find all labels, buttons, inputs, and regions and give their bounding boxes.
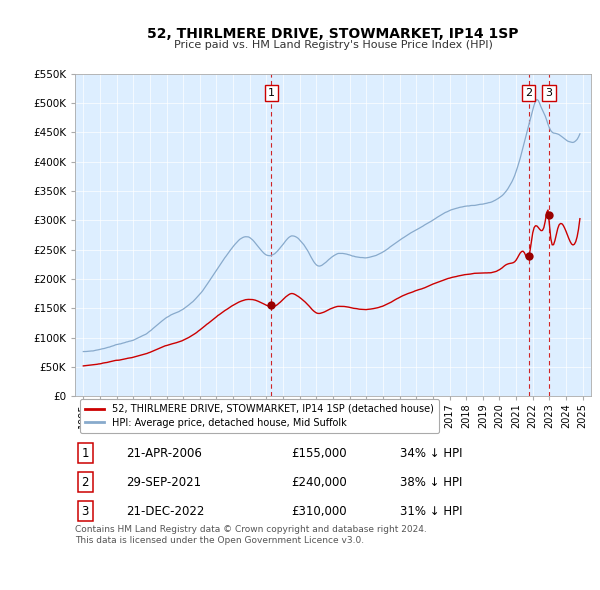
Text: 3: 3 xyxy=(82,505,89,518)
Text: 31% ↓ HPI: 31% ↓ HPI xyxy=(400,505,463,518)
Text: 3: 3 xyxy=(545,88,553,98)
Text: Price paid vs. HM Land Registry's House Price Index (HPI): Price paid vs. HM Land Registry's House … xyxy=(173,40,493,50)
Text: 21-APR-2006: 21-APR-2006 xyxy=(127,447,202,460)
Text: 2: 2 xyxy=(82,476,89,489)
Legend: 52, THIRLMERE DRIVE, STOWMARKET, IP14 1SP (detached house), HPI: Average price, : 52, THIRLMERE DRIVE, STOWMARKET, IP14 1S… xyxy=(80,399,439,432)
Text: 1: 1 xyxy=(268,88,275,98)
Text: £310,000: £310,000 xyxy=(292,505,347,518)
Text: 52, THIRLMERE DRIVE, STOWMARKET, IP14 1SP: 52, THIRLMERE DRIVE, STOWMARKET, IP14 1S… xyxy=(147,27,519,41)
Text: 38% ↓ HPI: 38% ↓ HPI xyxy=(400,476,463,489)
Text: £155,000: £155,000 xyxy=(292,447,347,460)
Text: 1: 1 xyxy=(82,447,89,460)
Text: Contains HM Land Registry data © Crown copyright and database right 2024.
This d: Contains HM Land Registry data © Crown c… xyxy=(75,525,427,545)
Text: 2: 2 xyxy=(525,88,532,98)
Text: 34% ↓ HPI: 34% ↓ HPI xyxy=(400,447,463,460)
Text: 21-DEC-2022: 21-DEC-2022 xyxy=(127,505,205,518)
Text: 29-SEP-2021: 29-SEP-2021 xyxy=(127,476,202,489)
Text: £240,000: £240,000 xyxy=(292,476,347,489)
